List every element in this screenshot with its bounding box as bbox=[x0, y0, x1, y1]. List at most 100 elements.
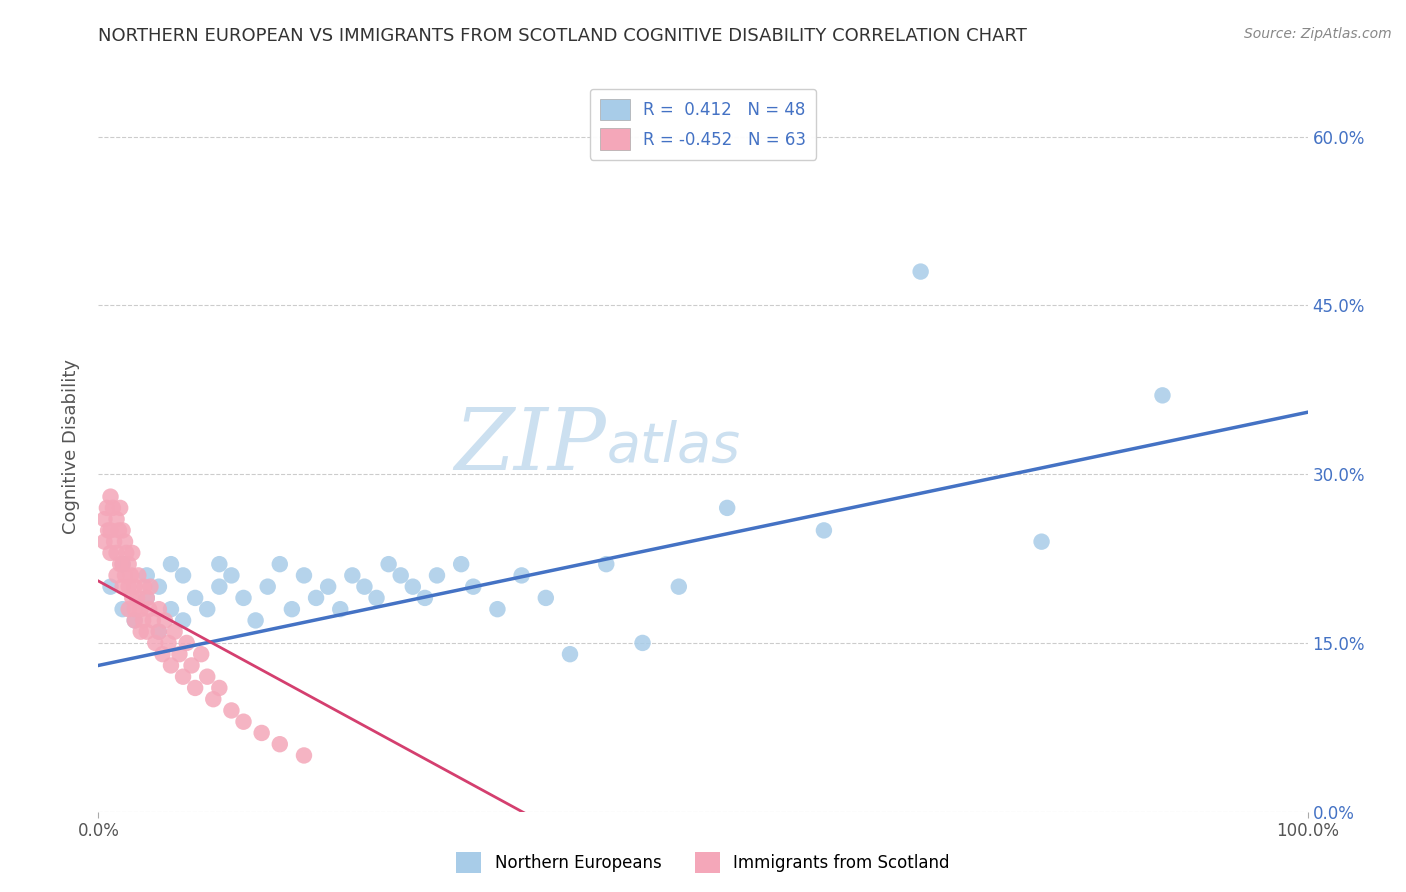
Point bbox=[127, 591, 149, 605]
Point bbox=[180, 658, 202, 673]
Point bbox=[426, 568, 449, 582]
Point bbox=[1031, 534, 1053, 549]
Point bbox=[377, 557, 399, 571]
Y-axis label: Cognitive Disability: Cognitive Disability bbox=[62, 359, 80, 533]
Point bbox=[97, 524, 120, 538]
Point bbox=[93, 512, 115, 526]
Point bbox=[160, 602, 183, 616]
Point bbox=[208, 557, 231, 571]
Point bbox=[108, 500, 131, 515]
Point bbox=[169, 647, 191, 661]
Text: NORTHERN EUROPEAN VS IMMIGRANTS FROM SCOTLAND COGNITIVE DISABILITY CORRELATION C: NORTHERN EUROPEAN VS IMMIGRANTS FROM SCO… bbox=[98, 27, 1028, 45]
Legend: Northern Europeans, Immigrants from Scotland: Northern Europeans, Immigrants from Scot… bbox=[450, 846, 956, 880]
Point bbox=[1152, 388, 1174, 402]
Point bbox=[100, 490, 122, 504]
Point bbox=[184, 591, 207, 605]
Point bbox=[114, 568, 136, 582]
Point bbox=[202, 692, 225, 706]
Point bbox=[108, 524, 131, 538]
Point bbox=[101, 500, 124, 515]
Point bbox=[135, 568, 157, 582]
Point bbox=[208, 681, 231, 695]
Point bbox=[135, 624, 157, 639]
Point bbox=[111, 602, 134, 616]
Point bbox=[135, 591, 157, 605]
Point bbox=[353, 580, 375, 594]
Point bbox=[190, 647, 212, 661]
Point bbox=[111, 557, 134, 571]
Point bbox=[402, 580, 425, 594]
Point bbox=[111, 557, 134, 571]
Point bbox=[413, 591, 436, 605]
Point bbox=[148, 580, 170, 594]
Point bbox=[157, 636, 180, 650]
Point bbox=[595, 557, 617, 571]
Point bbox=[100, 580, 122, 594]
Point bbox=[124, 602, 146, 616]
Point bbox=[221, 568, 243, 582]
Point bbox=[142, 614, 165, 628]
Point bbox=[281, 602, 304, 616]
Point bbox=[316, 580, 339, 594]
Point bbox=[389, 568, 412, 582]
Point bbox=[172, 568, 194, 582]
Point bbox=[221, 703, 243, 717]
Point bbox=[118, 602, 141, 616]
Point bbox=[127, 568, 149, 582]
Point bbox=[103, 534, 125, 549]
Point bbox=[510, 568, 533, 582]
Text: atlas: atlas bbox=[606, 419, 741, 473]
Point bbox=[111, 580, 134, 594]
Point bbox=[250, 726, 273, 740]
Point bbox=[143, 636, 166, 650]
Point bbox=[486, 602, 509, 616]
Point bbox=[813, 524, 835, 538]
Point bbox=[208, 580, 231, 594]
Point bbox=[129, 602, 152, 616]
Point bbox=[148, 602, 170, 616]
Point bbox=[716, 500, 738, 515]
Point bbox=[134, 580, 156, 594]
Point bbox=[153, 614, 176, 628]
Point bbox=[108, 557, 131, 571]
Point bbox=[135, 591, 157, 605]
Point bbox=[100, 524, 122, 538]
Point bbox=[184, 681, 207, 695]
Point bbox=[105, 568, 128, 582]
Point bbox=[129, 624, 152, 639]
Point bbox=[463, 580, 485, 594]
Point bbox=[172, 670, 194, 684]
Point bbox=[115, 546, 138, 560]
Point bbox=[100, 546, 122, 560]
Point bbox=[96, 500, 118, 515]
Point bbox=[558, 647, 581, 661]
Point bbox=[292, 748, 315, 763]
Point bbox=[269, 737, 291, 751]
Text: ZIP: ZIP bbox=[454, 405, 606, 487]
Point bbox=[148, 624, 170, 639]
Point bbox=[305, 591, 328, 605]
Point bbox=[366, 591, 388, 605]
Point bbox=[120, 568, 142, 582]
Point bbox=[195, 602, 218, 616]
Point bbox=[232, 591, 254, 605]
Point bbox=[118, 557, 141, 571]
Point bbox=[132, 614, 155, 628]
Point bbox=[245, 614, 267, 628]
Point bbox=[195, 670, 218, 684]
Point bbox=[111, 524, 134, 538]
Point bbox=[172, 614, 194, 628]
Point bbox=[160, 658, 183, 673]
Point bbox=[124, 614, 146, 628]
Point bbox=[121, 591, 143, 605]
Point bbox=[342, 568, 364, 582]
Point bbox=[93, 534, 115, 549]
Point bbox=[450, 557, 472, 571]
Point bbox=[292, 568, 315, 582]
Point bbox=[105, 546, 128, 560]
Point bbox=[124, 614, 146, 628]
Point bbox=[114, 534, 136, 549]
Point bbox=[269, 557, 291, 571]
Point bbox=[138, 602, 160, 616]
Point bbox=[105, 512, 128, 526]
